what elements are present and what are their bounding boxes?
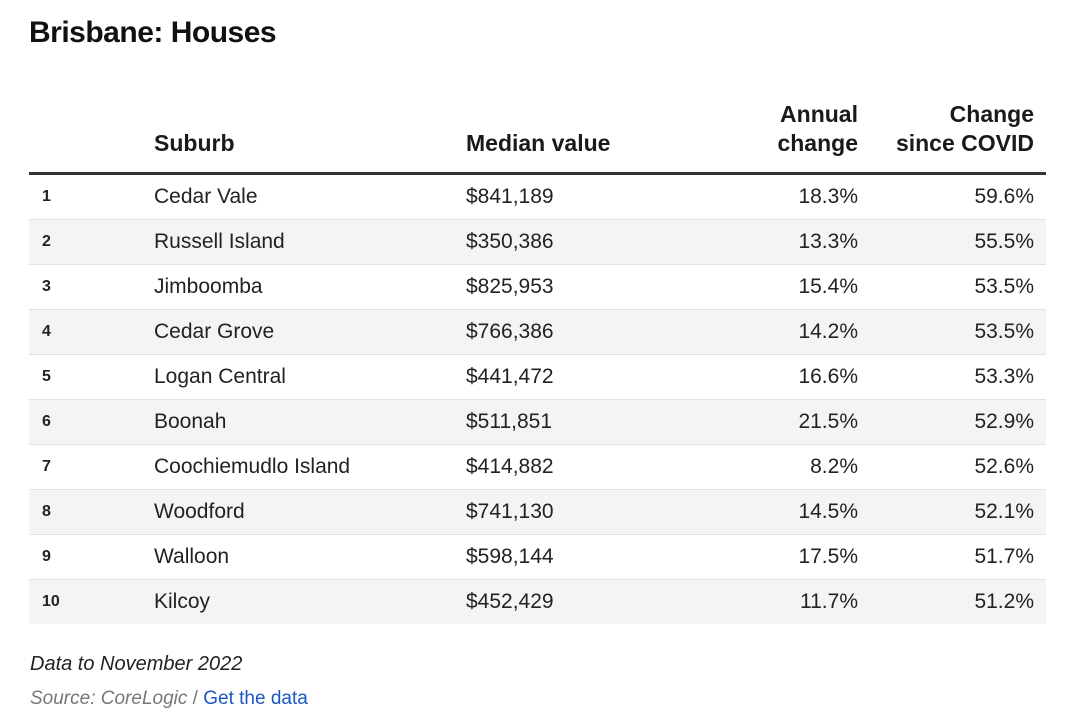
cell-median-value: $741,130 bbox=[466, 489, 713, 535]
cell-suburb: Walloon bbox=[154, 534, 466, 580]
cell-median-value: $414,882 bbox=[466, 444, 713, 490]
cell-rank: 1 bbox=[29, 173, 154, 220]
data-note: Data to November 2022 bbox=[30, 653, 243, 675]
cell-annual-change: 11.7% bbox=[713, 579, 870, 624]
cell-change-since-covid: 53.5% bbox=[870, 309, 1046, 355]
table-row: 2 Russell Island $350,386 13.3% 55.5% bbox=[29, 219, 1046, 265]
cell-median-value: $350,386 bbox=[466, 219, 713, 265]
cell-median-value: $825,953 bbox=[466, 264, 713, 310]
data-table: Suburb Median value Annual change Change… bbox=[29, 96, 1046, 624]
cell-annual-change: 17.5% bbox=[713, 534, 870, 580]
table-row: 10 Kilcoy $452,429 11.7% 51.2% bbox=[29, 579, 1046, 624]
cell-suburb: Russell Island bbox=[154, 219, 466, 265]
header-suburb: Suburb bbox=[154, 96, 466, 175]
cell-suburb: Jimboomba bbox=[154, 264, 466, 310]
cell-change-since-covid: 53.3% bbox=[870, 354, 1046, 400]
cell-change-since-covid: 55.5% bbox=[870, 219, 1046, 265]
cell-annual-change: 8.2% bbox=[713, 444, 870, 490]
cell-rank: 7 bbox=[29, 444, 154, 490]
cell-median-value: $766,386 bbox=[466, 309, 713, 355]
table-row: 4 Cedar Grove $766,386 14.2% 53.5% bbox=[29, 309, 1046, 355]
table-row: 7 Coochiemudlo Island $414,882 8.2% 52.6% bbox=[29, 444, 1046, 490]
cell-change-since-covid: 51.7% bbox=[870, 534, 1046, 580]
cell-median-value: $452,429 bbox=[466, 579, 713, 624]
cell-change-since-covid: 52.6% bbox=[870, 444, 1046, 490]
source-separator: / bbox=[192, 688, 198, 709]
header-row: Suburb Median value Annual change Change… bbox=[29, 96, 1046, 175]
source-line: Source: CoreLogic / Get the data bbox=[30, 688, 308, 710]
cell-annual-change: 18.3% bbox=[713, 173, 870, 220]
cell-suburb: Cedar Vale bbox=[154, 173, 466, 220]
header-median-value: Median value bbox=[466, 96, 713, 175]
table-row: 1 Cedar Vale $841,189 18.3% 59.6% bbox=[29, 173, 1046, 220]
table-row: 9 Walloon $598,144 17.5% 51.7% bbox=[29, 534, 1046, 580]
header-annual-line1: Annual bbox=[780, 101, 858, 127]
table-row: 3 Jimboomba $825,953 15.4% 53.5% bbox=[29, 264, 1046, 310]
cell-annual-change: 14.5% bbox=[713, 489, 870, 535]
table-row: 5 Logan Central $441,472 16.6% 53.3% bbox=[29, 354, 1046, 400]
cell-annual-change: 14.2% bbox=[713, 309, 870, 355]
cell-annual-change: 15.4% bbox=[713, 264, 870, 310]
cell-rank: 6 bbox=[29, 399, 154, 445]
chart-title: Brisbane: Houses bbox=[29, 16, 277, 49]
cell-rank: 9 bbox=[29, 534, 154, 580]
cell-suburb: Cedar Grove bbox=[154, 309, 466, 355]
get-the-data-link[interactable]: Get the data bbox=[203, 688, 308, 709]
cell-rank: 8 bbox=[29, 489, 154, 535]
cell-change-since-covid: 52.1% bbox=[870, 489, 1046, 535]
cell-suburb: Boonah bbox=[154, 399, 466, 445]
cell-change-since-covid: 59.6% bbox=[870, 173, 1046, 220]
cell-rank: 5 bbox=[29, 354, 154, 400]
source-text: Source: CoreLogic bbox=[30, 688, 188, 709]
cell-rank: 10 bbox=[29, 579, 154, 624]
cell-change-since-covid: 52.9% bbox=[870, 399, 1046, 445]
table-row: 6 Boonah $511,851 21.5% 52.9% bbox=[29, 399, 1046, 445]
cell-median-value: $598,144 bbox=[466, 534, 713, 580]
cell-rank: 3 bbox=[29, 264, 154, 310]
cell-suburb: Coochiemudlo Island bbox=[154, 444, 466, 490]
cell-change-since-covid: 53.5% bbox=[870, 264, 1046, 310]
cell-rank: 2 bbox=[29, 219, 154, 265]
cell-annual-change: 13.3% bbox=[713, 219, 870, 265]
header-covid-line1: Change bbox=[949, 101, 1034, 127]
cell-change-since-covid: 51.2% bbox=[870, 579, 1046, 624]
table-row: 8 Woodford $741,130 14.5% 52.1% bbox=[29, 489, 1046, 535]
header-annual-line2: change bbox=[777, 130, 858, 156]
cell-rank: 4 bbox=[29, 309, 154, 355]
header-change-since-covid: Change since COVID bbox=[870, 96, 1046, 175]
cell-median-value: $841,189 bbox=[466, 173, 713, 220]
header-rank bbox=[29, 96, 154, 175]
cell-median-value: $441,472 bbox=[466, 354, 713, 400]
table-header: Suburb Median value Annual change Change… bbox=[29, 96, 1046, 175]
header-covid-line2: since COVID bbox=[895, 130, 1034, 156]
header-annual-change: Annual change bbox=[713, 96, 870, 175]
cell-annual-change: 16.6% bbox=[713, 354, 870, 400]
cell-suburb: Woodford bbox=[154, 489, 466, 535]
cell-suburb: Kilcoy bbox=[154, 579, 466, 624]
cell-median-value: $511,851 bbox=[466, 399, 713, 445]
cell-suburb: Logan Central bbox=[154, 354, 466, 400]
table-body: 1 Cedar Vale $841,189 18.3% 59.6% 2 Russell Is… bbox=[29, 173, 1046, 624]
cell-annual-change: 21.5% bbox=[713, 399, 870, 445]
